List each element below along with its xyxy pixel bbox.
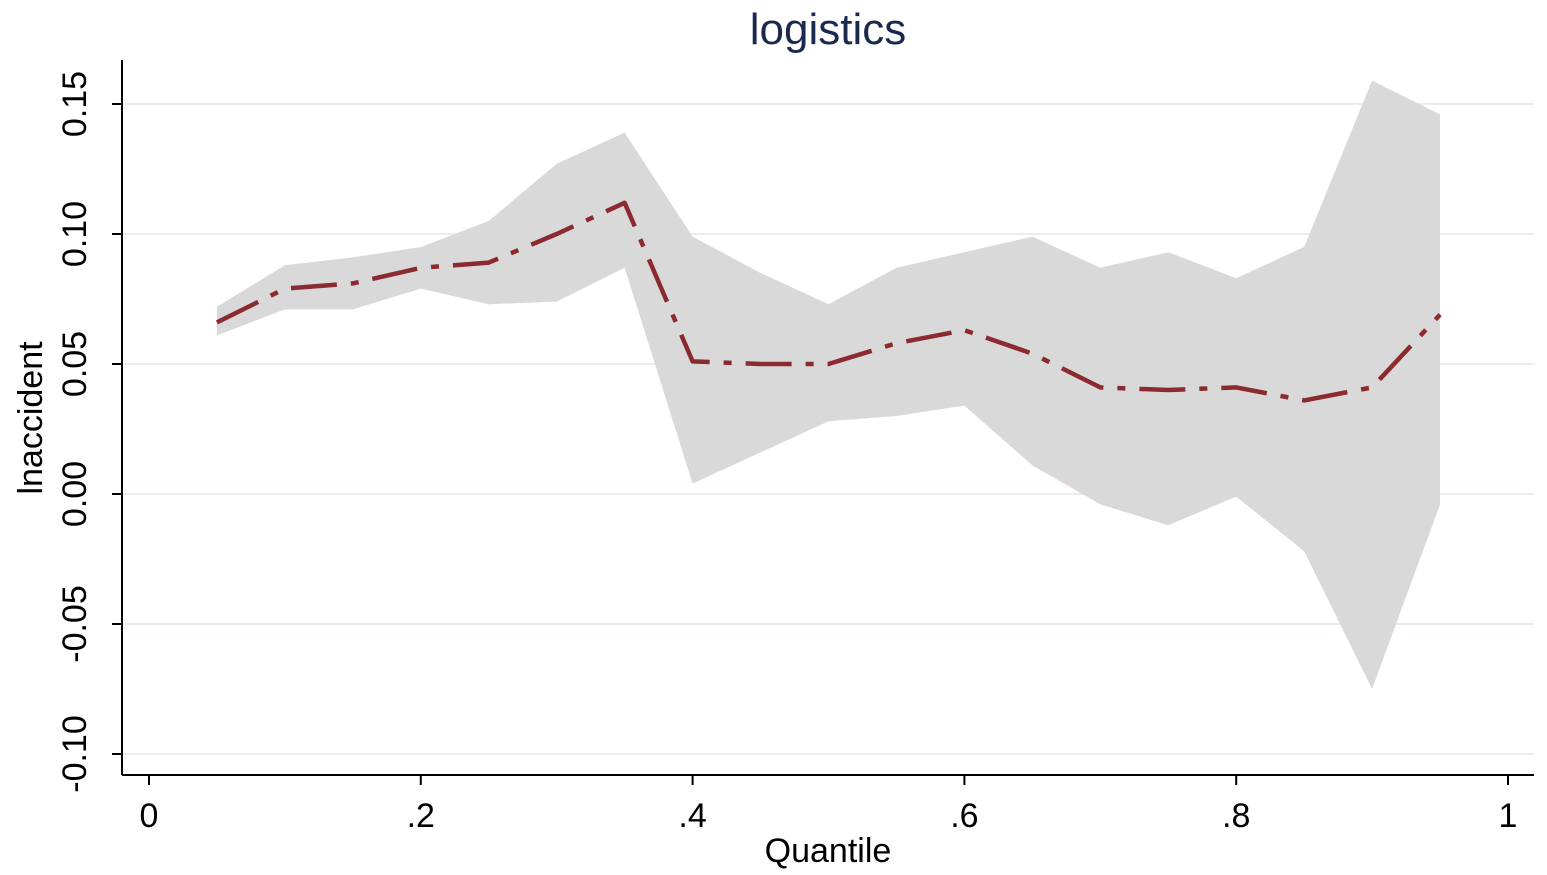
y-tick-label: -0.05 bbox=[56, 585, 94, 663]
y-tick-label: -0.10 bbox=[56, 715, 94, 793]
x-axis-title: Quantile bbox=[765, 832, 892, 870]
x-tick-label: 1 bbox=[1499, 797, 1518, 835]
y-tick-label: 0.10 bbox=[56, 201, 94, 267]
y-tick-label: 0.05 bbox=[56, 331, 94, 397]
confidence-band bbox=[216, 80, 1441, 690]
tick-labels: -0.10 -0.05 0.00 0.05 0.10 0.15 0 .2 .4 .6 .8 1 bbox=[56, 71, 1517, 835]
y-tick-label: 0.15 bbox=[56, 71, 94, 137]
series-layer bbox=[215, 200, 1442, 403]
y-axis-title: lnaccident bbox=[12, 341, 50, 495]
x-tick-label: .6 bbox=[950, 797, 978, 835]
x-tick-label: .8 bbox=[1222, 797, 1250, 835]
x-tick-label: .4 bbox=[678, 797, 706, 835]
x-tick-label: 0 bbox=[140, 797, 159, 835]
series-line bbox=[215, 200, 1442, 403]
confidence-band-layer bbox=[216, 80, 1441, 690]
chart-title: logistics bbox=[750, 5, 907, 54]
y-tick-label: 0.00 bbox=[56, 461, 94, 527]
axes bbox=[112, 60, 1534, 785]
x-tick-label: .2 bbox=[407, 797, 435, 835]
grid-lines bbox=[124, 103, 1534, 755]
